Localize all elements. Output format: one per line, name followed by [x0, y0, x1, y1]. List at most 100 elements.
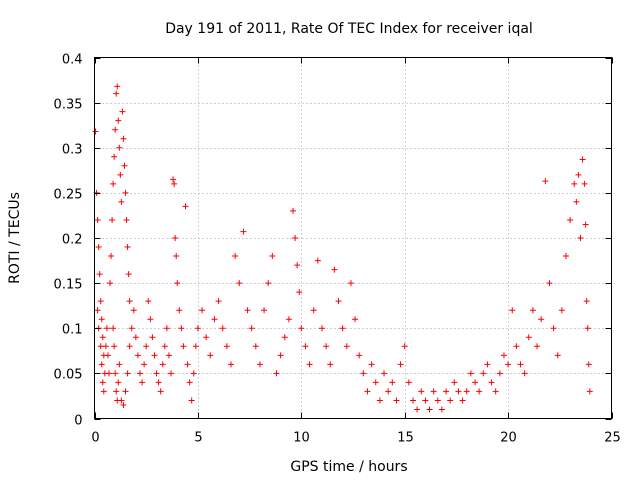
data-point-marker	[414, 406, 421, 413]
data-point-marker	[107, 280, 114, 287]
data-point-marker	[180, 343, 187, 350]
data-point-marker	[517, 361, 524, 368]
data-point-marker	[99, 334, 106, 341]
plot-frame	[94, 57, 612, 419]
data-point-marker	[118, 198, 125, 205]
data-point-marker	[114, 83, 121, 90]
data-point-marker	[310, 307, 317, 314]
x-tick-label: 5	[194, 431, 202, 446]
data-point-marker	[111, 153, 118, 160]
data-point-marker	[542, 178, 549, 185]
data-point-marker	[124, 370, 131, 377]
data-point-marker	[356, 352, 363, 359]
data-point-marker	[96, 271, 103, 278]
data-point-marker	[100, 388, 107, 395]
data-point-marker	[203, 334, 210, 341]
data-point-marker	[405, 379, 412, 386]
y-tick-label: 0.2	[62, 233, 83, 248]
data-point-marker	[451, 379, 458, 386]
data-point-marker	[323, 343, 330, 350]
x-tick-label: 0	[91, 431, 99, 446]
data-point-marker	[294, 262, 301, 269]
data-point-marker	[529, 307, 536, 314]
data-point-marker	[401, 343, 408, 350]
data-point-marker	[318, 325, 325, 332]
data-point-marker	[236, 280, 243, 287]
grid-lines	[94, 57, 612, 419]
data-point-marker	[418, 388, 425, 395]
data-point-marker	[586, 388, 593, 395]
data-point-marker	[550, 325, 557, 332]
data-point-marker	[97, 298, 104, 305]
data-point-marker	[130, 307, 137, 314]
data-point-marker	[577, 235, 584, 241]
data-point-marker	[194, 325, 201, 332]
data-point-marker	[120, 135, 127, 142]
data-point-marker	[496, 370, 503, 377]
data-point-marker	[143, 343, 150, 350]
x-tick-label: 25	[604, 431, 621, 446]
data-point-marker	[347, 280, 354, 287]
data-point-marker	[467, 370, 474, 377]
data-point-marker	[126, 343, 133, 350]
y-tick-label: 0.3	[62, 143, 83, 158]
data-point-marker	[397, 361, 404, 368]
data-point-marker	[182, 203, 189, 210]
chart-title: Day 191 of 2011, Rate Of TEC Index for r…	[165, 21, 533, 37]
data-point-marker	[95, 244, 102, 251]
data-points	[92, 83, 593, 413]
data-point-marker	[122, 189, 129, 196]
data-point-marker	[168, 370, 175, 377]
data-point-marker	[281, 334, 288, 341]
data-point-marker	[302, 343, 309, 350]
data-point-marker	[176, 307, 183, 314]
data-point-marker	[296, 289, 303, 296]
data-point-marker	[122, 388, 129, 395]
data-point-marker	[98, 361, 105, 368]
data-point-marker	[109, 216, 116, 223]
data-point-marker	[581, 180, 588, 187]
data-point-marker	[277, 352, 284, 359]
data-point-marker	[116, 361, 123, 368]
data-point-marker	[123, 216, 130, 223]
data-point-marker	[298, 325, 305, 332]
data-point-marker	[199, 307, 206, 314]
data-point-marker	[265, 280, 272, 287]
data-point-marker	[248, 325, 255, 332]
data-point-marker	[575, 171, 582, 178]
x-tick-label: 20	[500, 431, 517, 446]
data-point-marker	[94, 216, 101, 223]
data-point-marker	[385, 388, 392, 395]
data-point-marker	[256, 361, 263, 368]
data-point-marker	[223, 343, 230, 350]
data-point-marker	[117, 171, 124, 178]
data-point-marker	[290, 207, 297, 214]
data-point-marker	[459, 397, 466, 404]
data-point-marker	[546, 280, 553, 287]
data-point-marker	[159, 361, 166, 368]
data-point-marker	[99, 379, 106, 386]
x-axis-title: GPS time / hours	[290, 459, 407, 475]
data-point-marker	[126, 298, 133, 305]
data-point-marker	[273, 370, 280, 377]
data-point-marker	[141, 361, 148, 368]
data-point-marker	[186, 379, 193, 386]
axis-ticks: 0 5 10 15 20 25 0 0.05 0.1 0.15 0.2 0.25 0.3 0.35 0.4	[54, 53, 621, 446]
data-point-marker	[105, 370, 112, 377]
y-tick-label: 0.05	[54, 368, 83, 383]
data-point-marker	[525, 334, 532, 341]
data-point-marker	[110, 180, 117, 187]
data-point-marker	[426, 406, 433, 413]
data-point-marker	[381, 370, 388, 377]
data-point-marker	[215, 298, 222, 305]
data-point-marker	[339, 325, 346, 332]
data-point-marker	[360, 370, 367, 377]
data-point-marker	[113, 388, 120, 395]
data-point-marker	[118, 397, 125, 404]
data-point-marker	[178, 325, 185, 332]
data-point-marker	[393, 397, 400, 404]
data-point-marker	[120, 401, 127, 408]
data-point-marker	[513, 343, 520, 350]
data-point-marker	[170, 176, 177, 183]
